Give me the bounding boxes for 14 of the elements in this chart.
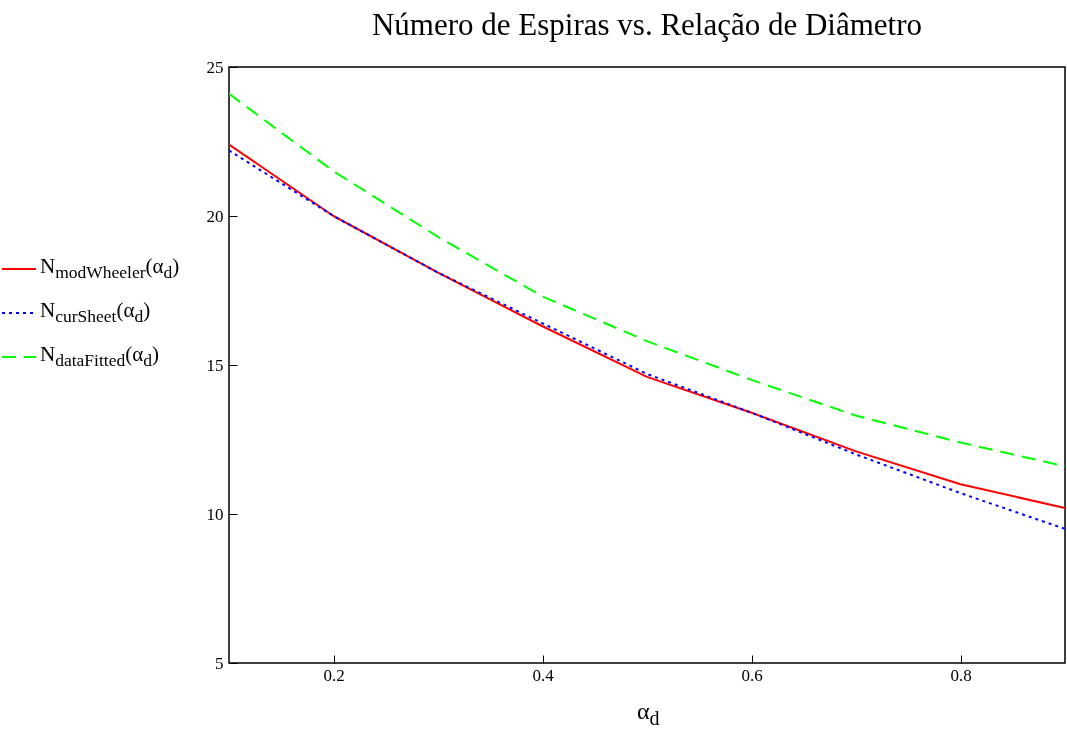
legend-label: N$_{dataFitted}$(α$_{d}$) — [40, 342, 159, 372]
x-tick-label: 0.4 — [532, 665, 555, 685]
y-tick-label: 5 — [215, 653, 224, 673]
legend-label: N$_{modWheeler}$(α$_{d}$) — [40, 254, 180, 284]
x-tick-label: 0.2 — [323, 665, 345, 685]
y-tick-label: 25 — [206, 57, 224, 77]
x-axis-title: α$_{d}$ — [637, 698, 660, 730]
x-tick-label: 0.6 — [741, 665, 763, 685]
chart-title: Número de Espiras vs. Relação de Diâmetro — [371, 7, 923, 42]
legend-label: N$_{curSheet}$(α$_{d}$) — [40, 298, 151, 328]
y-tick-label: 15 — [206, 355, 224, 375]
x-tick-label: 0.8 — [950, 665, 972, 685]
y-tick-label: 10 — [206, 504, 224, 524]
y-tick-label: 20 — [206, 206, 224, 226]
